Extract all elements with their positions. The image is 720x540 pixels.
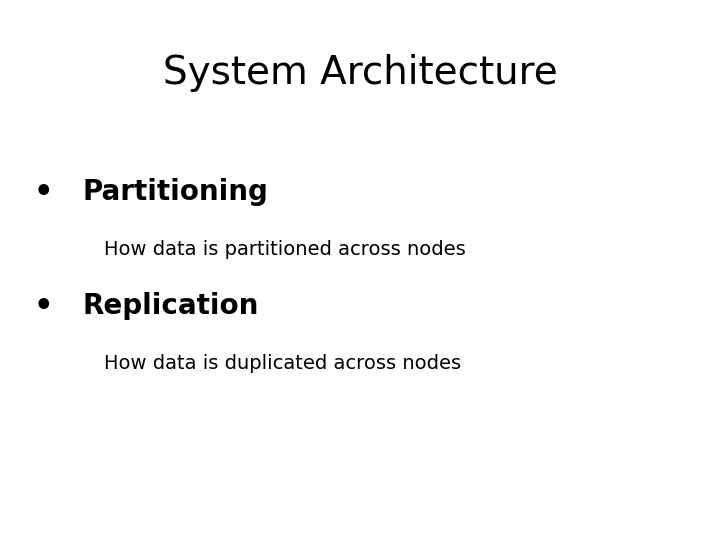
Text: Replication: Replication: [83, 292, 259, 320]
Text: System Architecture: System Architecture: [163, 54, 557, 92]
Text: Partitioning: Partitioning: [83, 178, 269, 206]
Text: •: •: [33, 178, 53, 207]
Text: How data is duplicated across nodes: How data is duplicated across nodes: [104, 354, 462, 373]
Text: How data is partitioned across nodes: How data is partitioned across nodes: [104, 240, 466, 259]
Text: •: •: [33, 292, 53, 321]
